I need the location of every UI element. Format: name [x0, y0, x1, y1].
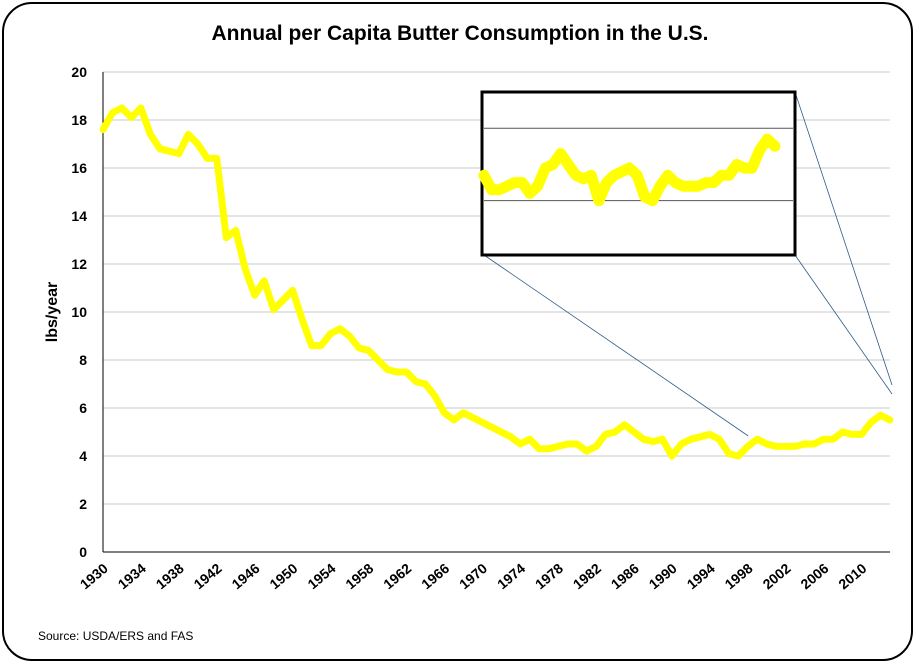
y-tick-label: 8 [79, 352, 87, 368]
y-tick-label: 0 [79, 544, 87, 560]
x-tick-label: 1994 [684, 560, 718, 592]
y-tick-label: 4 [79, 448, 87, 464]
x-tick-label: 1982 [570, 560, 604, 592]
y-tick-label: 12 [71, 256, 87, 272]
source-note: Source: USDA/ERS and FAS [38, 629, 193, 643]
x-tick-label: 1954 [304, 560, 338, 592]
inset-connectors [483, 91, 893, 437]
chart-title: Annual per Capita Butter Consumption in … [211, 22, 708, 45]
x-tick-label: 1950 [266, 560, 300, 592]
y-tick-label: 20 [71, 64, 87, 80]
x-tick-label: 1934 [115, 560, 149, 592]
x-tick-label: 1990 [646, 560, 680, 592]
y-tick-labels: 0 2 4 6 8 10 12 14 16 18 20 [71, 64, 87, 560]
inset-series-line [478, 133, 781, 207]
inset-zoom [478, 90, 797, 257]
x-tick-label: 1942 [191, 560, 225, 592]
y-tick-label: 10 [71, 304, 87, 320]
series-layer [99, 104, 894, 460]
x-tick-label: 1998 [722, 560, 756, 592]
x-tick-label: 1962 [380, 560, 414, 592]
y-axis-label: lbs/year [44, 282, 61, 342]
y-tick-label: 2 [79, 496, 87, 512]
x-tick-label: 1970 [456, 560, 490, 592]
connector-line [483, 254, 749, 437]
x-tick-labels: 1930 1934 1938 1942 1946 1950 1954 1958 1962 1966… [77, 560, 870, 592]
x-tick-label: 1974 [494, 560, 528, 592]
x-tick-label: 2010 [835, 560, 869, 592]
y-tick-label: 14 [71, 208, 87, 224]
x-tick-label: 1946 [228, 560, 262, 592]
y-tick-label: 6 [79, 400, 87, 416]
y-tick-label: 18 [71, 112, 87, 128]
y-tick-label: 16 [71, 160, 87, 176]
x-tick-label: 1958 [342, 560, 376, 592]
x-tick-label: 1966 [418, 560, 452, 592]
x-tick-label: 1930 [77, 560, 111, 592]
x-tick-label: 2006 [797, 560, 831, 592]
x-tick-label: 1938 [153, 560, 187, 592]
connector-line [794, 91, 893, 386]
x-tick-label: 2002 [759, 560, 793, 592]
x-tick-label: 1978 [532, 560, 566, 592]
x-tick-label: 1986 [608, 560, 642, 592]
connector-line [794, 254, 893, 395]
series-line [99, 104, 894, 460]
axes [102, 72, 890, 553]
